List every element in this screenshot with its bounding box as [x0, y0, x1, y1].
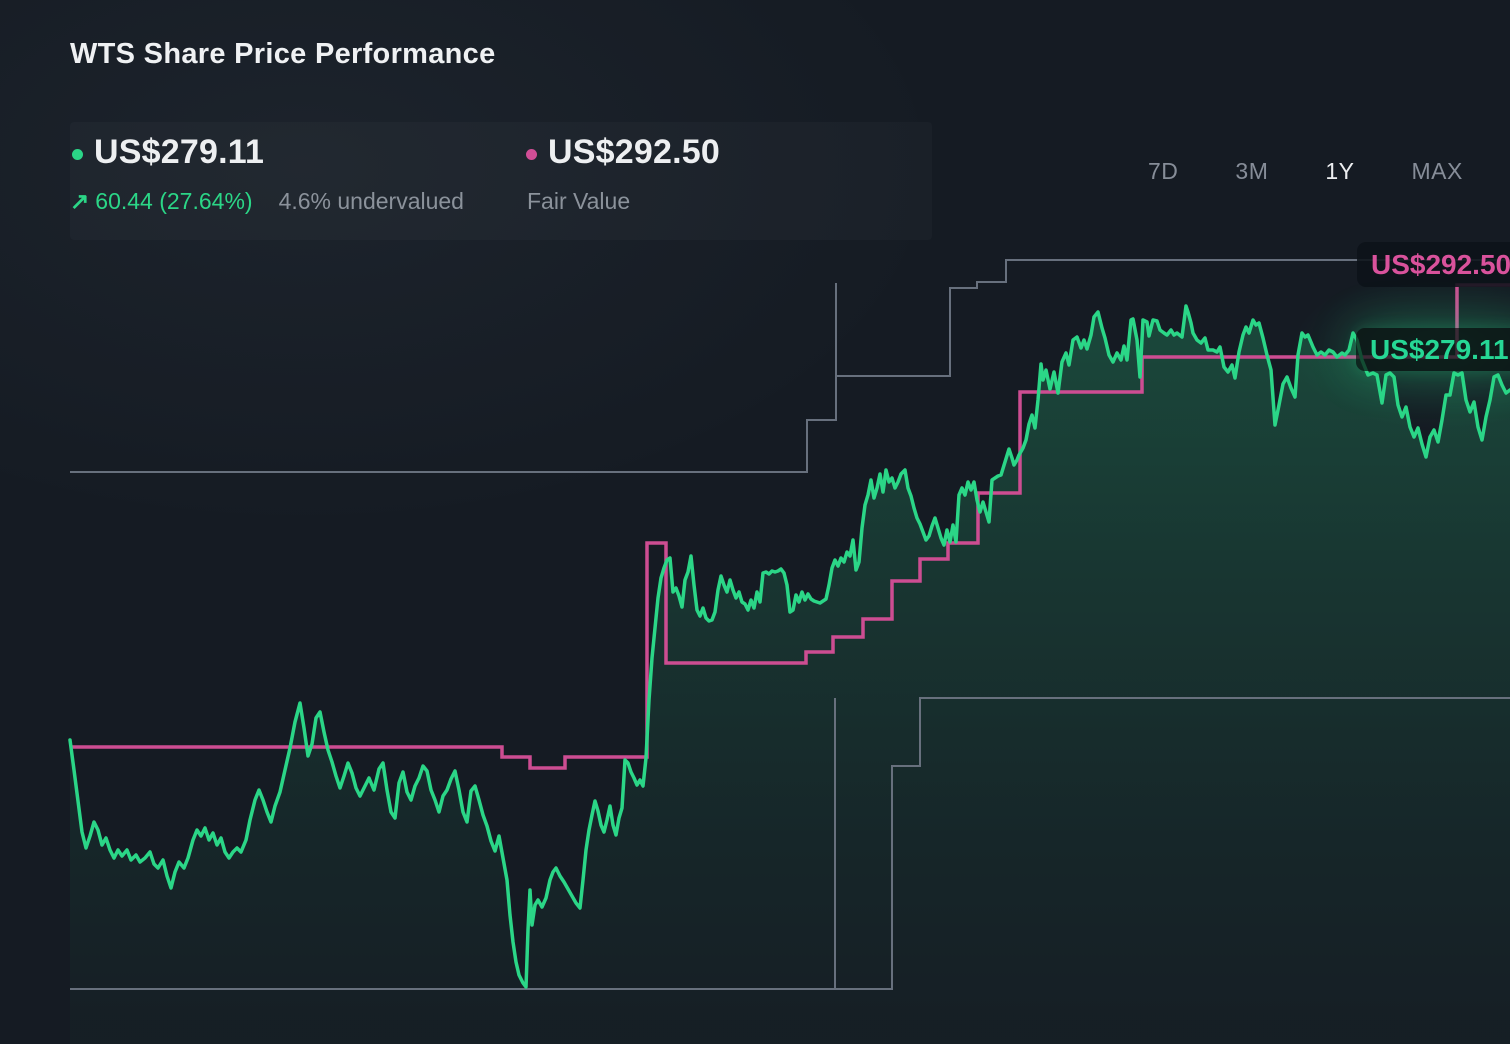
share-price-area-fill: [70, 306, 1510, 1044]
share-price-line: [68, 304, 1510, 989]
share-price-dot-icon: [72, 149, 83, 160]
share-price-legend: US$279.11: [70, 133, 264, 172]
up-arrow-icon: ↗: [70, 188, 90, 214]
share-price-value: US$279.11: [94, 133, 265, 171]
range-button-max[interactable]: MAX: [1411, 158, 1463, 184]
fair-value-flag-text: US$292.50: [1371, 248, 1510, 280]
range-button-3m[interactable]: 3M: [1235, 158, 1269, 184]
range-button-7d[interactable]: 7D: [1148, 158, 1179, 184]
share-price-change: 60.44 (27.64%): [95, 188, 253, 214]
fair-value-legend: US$292.50: [524, 133, 720, 172]
fair-value-dot-icon: [526, 149, 537, 160]
time-range-switch: 7D 3M 1Y MAX: [1148, 158, 1463, 185]
analyst-range-line-0: [70, 283, 837, 473]
share-price-flag: US$279.11: [1356, 328, 1510, 371]
analyst-range-line-2: [70, 697, 1510, 990]
analyst-range-line-1: [836, 259, 1510, 377]
page-title: WTS Share Price Performance: [70, 38, 496, 70]
undervalued-note: 4.6% undervalued: [278, 188, 464, 214]
range-button-1y[interactable]: 1Y: [1325, 158, 1355, 184]
fair-value-value: US$292.50: [548, 133, 720, 171]
fair-value-line: [70, 283, 1510, 770]
share-price-change-row: ↗ 60.44 (27.64%) 4.6% undervalued: [70, 188, 464, 215]
share-price-flag-text: US$279.11: [1370, 333, 1509, 365]
fair-value-label: Fair Value: [527, 188, 631, 214]
fair-value-flag: US$292.50: [1357, 242, 1510, 287]
